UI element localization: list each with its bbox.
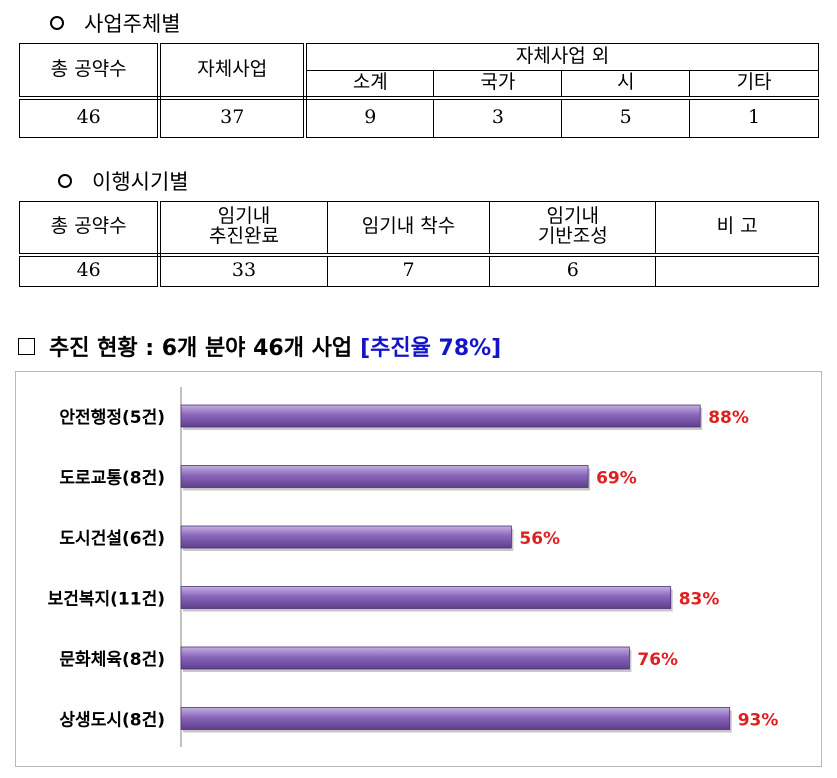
heading-text: 사업주체별 (84, 12, 181, 36)
header-foundation: 임기내 기반조성 (489, 201, 657, 257)
progress-title: 추진 현황 : 6개 분야 46개 사업 [추진율 78%] (18, 330, 501, 362)
header-total: 총 공약수 (19, 43, 162, 100)
value-total: 46 (19, 97, 162, 138)
value-total: 46 (19, 254, 162, 287)
value-national: 3 (433, 97, 563, 138)
header-completed: 임기내 추진완료 (159, 201, 328, 257)
value-etc: 1 (748, 106, 761, 129)
value-label: 83% (679, 590, 720, 610)
category-label: 도로교통(8건) (59, 469, 165, 489)
square-bullet-icon (18, 337, 35, 355)
bar (180, 525, 512, 549)
value-own: 37 (159, 97, 308, 138)
value-city: 5 (561, 97, 691, 138)
value-foundation: 6 (489, 254, 657, 287)
circle-bullet-icon (58, 174, 72, 188)
value-subtotal: 9 (305, 97, 435, 138)
entity-table: 총 공약수 자체사업 자체사업 외 소계 국가 시 기타 46 37 9 3 5… (19, 43, 819, 138)
header-note: 비 고 (655, 201, 819, 257)
header-other-projects: 자체사업 외 (305, 43, 819, 71)
value-label: 76% (637, 650, 678, 670)
header-city: 시 (561, 70, 691, 100)
header-total: 총 공약수 (19, 201, 162, 257)
category-label: 문화체육(8건) (59, 650, 165, 670)
progress-title-text: 추진 현황 : 6개 분야 46개 사업 (49, 336, 353, 361)
header-started: 임기내 착수 (327, 201, 491, 257)
header-foundation-line2: 기반조성 (537, 225, 608, 248)
value-label: 56% (519, 529, 560, 549)
bar (180, 465, 589, 488)
category-label: 도시건설(6건) (59, 529, 165, 549)
progress-rate: [추진율 78%] (360, 336, 502, 361)
section-heading-timing: 이행시기별 (58, 166, 189, 196)
value-started: 7 (327, 254, 491, 287)
header-completed-line2: 추진완료 (209, 225, 279, 248)
value-label: 88% (708, 408, 749, 428)
header-completed-line1: 임기내 (217, 205, 271, 228)
value-completed: 33 (159, 254, 328, 287)
value-note (656, 255, 819, 287)
section-heading-entity: 사업주체별 (50, 8, 181, 38)
value-label: 93% (738, 711, 779, 731)
timing-table: 총 공약수 임기내 추진완료 임기내 착수 임기내 기반조성 비 고 46 33… (19, 201, 819, 287)
bar (180, 586, 672, 609)
header-foundation-line1: 임기내 (546, 205, 599, 228)
header-etc: 기타 (689, 70, 819, 100)
header-national: 국가 (433, 70, 563, 100)
bar (180, 646, 630, 670)
circle-bullet-icon (50, 16, 64, 30)
category-label: 안전행정(5건) (59, 408, 165, 428)
header-subtotal: 소계 (305, 70, 435, 100)
category-label: 상생도시(8건) (59, 711, 165, 731)
bar (180, 707, 731, 730)
category-label: 보건복지(11건) (48, 590, 165, 610)
chart-frame (15, 371, 822, 767)
value-label: 69% (596, 469, 637, 489)
bar (180, 404, 701, 428)
heading-text: 이행시기별 (92, 170, 189, 194)
header-own-projects: 자체사업 (159, 43, 308, 100)
progress-bar-chart: 안전행정(5건) 88% 도로교통(8건) 69% 도시건설(6건) 56% 보건복지(11… (15, 371, 822, 767)
